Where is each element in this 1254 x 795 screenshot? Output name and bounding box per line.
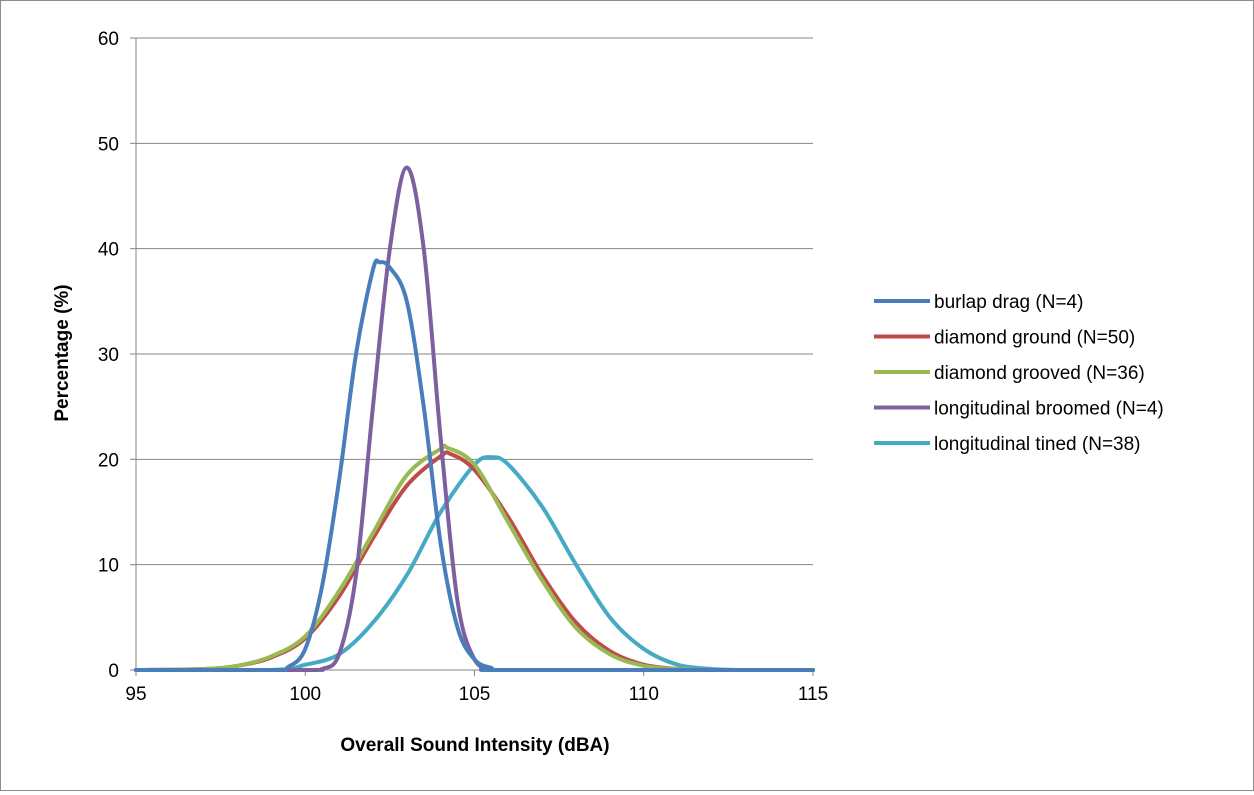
legend-label-1: diamond ground (N=50): [934, 328, 1135, 349]
x-tick-label-1: 100: [289, 684, 321, 705]
x-tick-label-4: 115: [798, 684, 828, 705]
x-tick-label-3: 110: [629, 684, 659, 705]
y-tick-label-0: 0: [108, 661, 119, 682]
x-axis-title: Overall Sound Intensity (dBA): [340, 735, 609, 756]
y-tick-label-6: 60: [98, 29, 119, 50]
y-tick-label-5: 50: [98, 134, 119, 155]
y-tick-label-4: 40: [98, 240, 119, 261]
legend-label-3: longitudinal broomed (N=4): [934, 399, 1164, 420]
legend-label-2: diamond grooved (N=36): [934, 363, 1145, 384]
legend-label-4: longitudinal tined (N=38): [934, 434, 1141, 455]
series-line-1: [134, 450, 815, 672]
axes: [130, 37, 814, 676]
series-line-2: [134, 443, 815, 672]
y-tick-label-3: 30: [98, 345, 119, 366]
y-tick-label-1: 10: [98, 556, 119, 577]
legend: burlap drag (N=4) diamond ground (N=50) di…: [874, 292, 1164, 455]
series-line-3: [134, 165, 815, 673]
grid-lines: [136, 37, 813, 566]
x-tick-label-0: 95: [125, 684, 146, 705]
tick-labels: 0 10 20 30 40 50 60 95 100 105 110 115: [98, 29, 828, 705]
legend-label-0: burlap drag (N=4): [934, 292, 1083, 313]
series-line-0: [134, 258, 815, 673]
data-series: [134, 165, 815, 673]
x-tick-label-2: 105: [459, 684, 491, 705]
y-tick-label-2: 20: [98, 450, 119, 471]
series-line-4: [134, 455, 815, 673]
y-axis-title: Percentage (%): [52, 284, 73, 421]
